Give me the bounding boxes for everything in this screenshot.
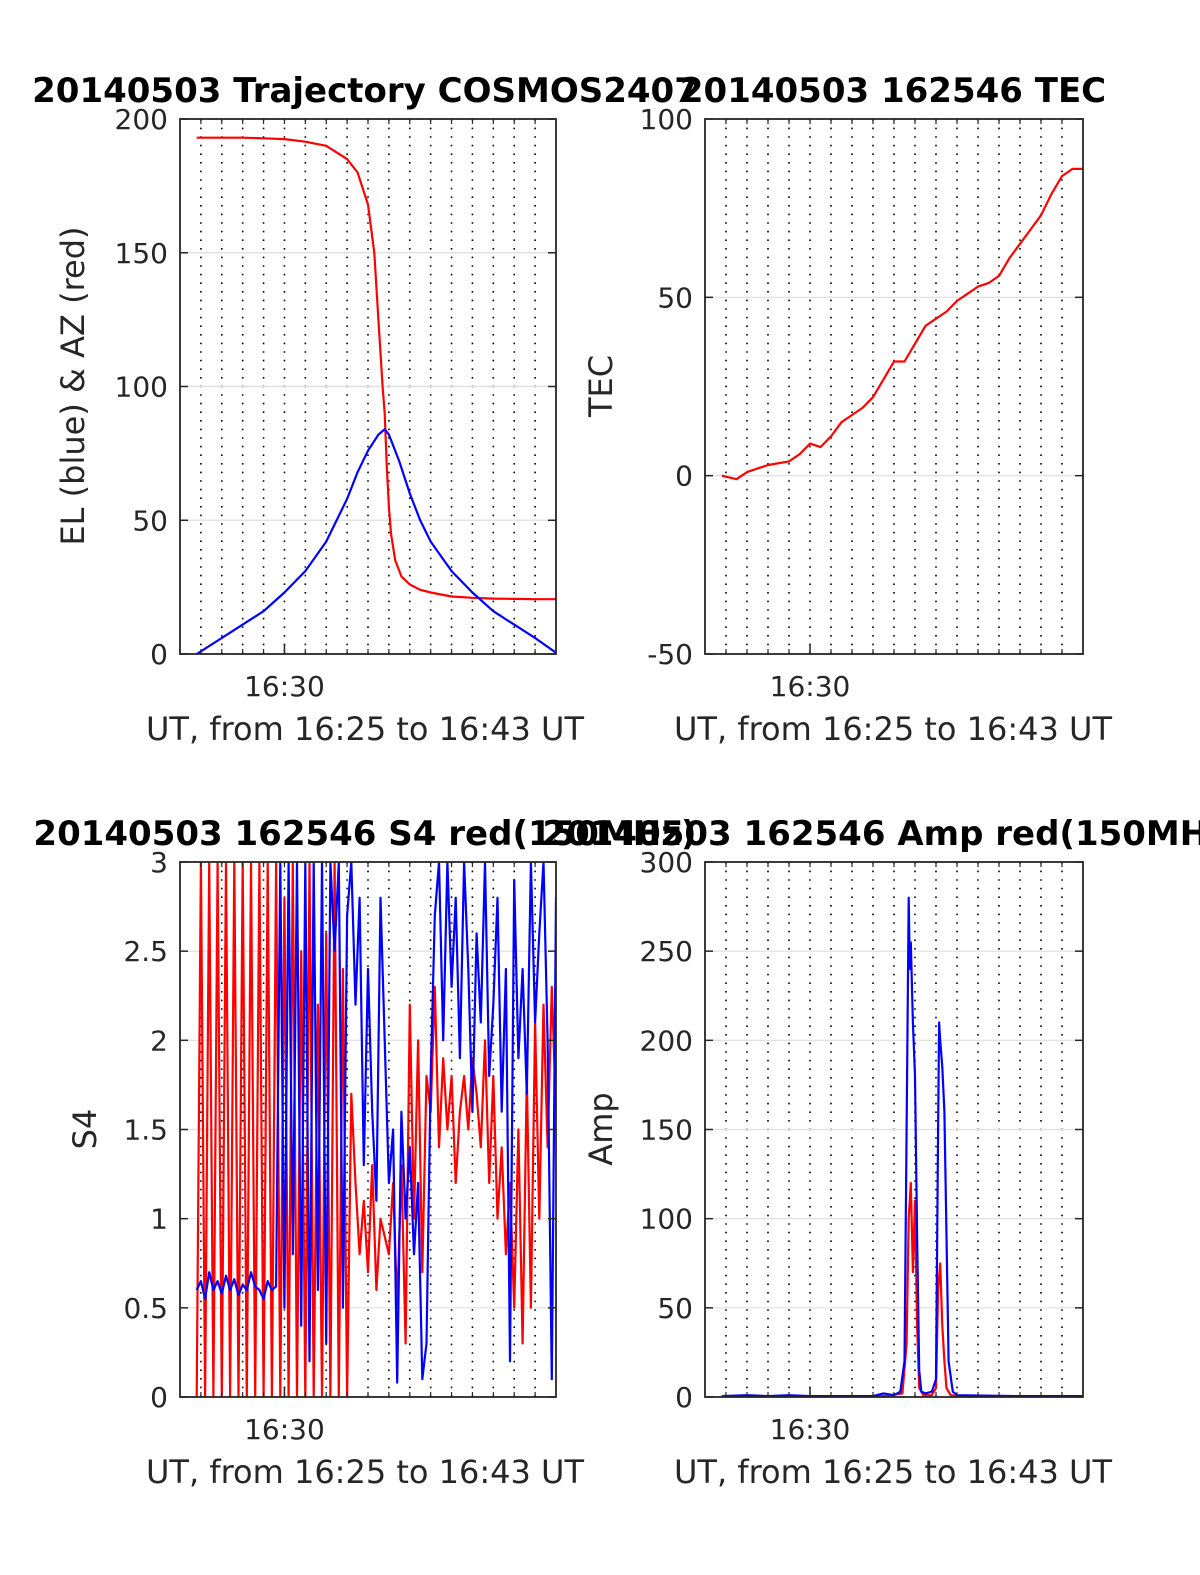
trajectory-y-tick-label: 200 xyxy=(115,103,168,136)
s4-series-blue xyxy=(195,862,556,1384)
s4-y-tick-label: 1.5 xyxy=(123,1114,168,1147)
trajectory-series-blue xyxy=(196,428,556,654)
amp-x-label: UT, from 16:25 to 16:43 UT xyxy=(674,1453,1112,1491)
tec-y-tick-label: 100 xyxy=(640,103,693,136)
amp-y-tick-label: 300 xyxy=(640,846,693,879)
tec-y-tick-label: -50 xyxy=(647,638,693,671)
tec-series-red xyxy=(721,167,1083,481)
s4-title: 20140503 162546 S4 red(150MHz) xyxy=(33,814,696,854)
trajectory-panel: 0 50 100 150 200 16:30 20140503 Trajectory CO… xyxy=(32,71,698,748)
s4-y-tick-label: 2 xyxy=(150,1024,168,1057)
s4-x-label: UT, from 16:25 to 16:43 UT xyxy=(146,1453,584,1491)
s4-y-tick-label: 2.5 xyxy=(123,935,168,968)
trajectory-series-red xyxy=(196,136,556,601)
amp-y-tick-label: 150 xyxy=(640,1114,693,1147)
s4-y-tick-label: 0 xyxy=(150,1381,168,1414)
tec-x-label: UT, from 16:25 to 16:43 UT xyxy=(674,710,1112,748)
amp-y-tick-label: 0 xyxy=(675,1381,693,1414)
trajectory-title: 20140503 Trajectory COSMOS2407 xyxy=(32,71,698,111)
s4-y-label: S4 xyxy=(66,1109,104,1150)
amp-y-tick-label: 100 xyxy=(640,1203,693,1236)
trajectory-y-tick-label: 150 xyxy=(115,237,168,270)
amp-panel: 0 50 100 150 200 250 300 16:30 20140503 162546 … xyxy=(542,814,1200,1491)
amp-title: 20140503 162546 Amp red(150MHz) xyxy=(542,814,1200,854)
trajectory-y-tick-label: 50 xyxy=(132,504,168,537)
trajectory-y-tick-label: 100 xyxy=(115,371,168,404)
tec-title: 20140503 162546 TEC xyxy=(680,71,1106,111)
tec-x-tick-label: 16:30 xyxy=(770,670,851,703)
tec-y-tick-label: 50 xyxy=(657,281,693,314)
tec-y-tick-label: 0 xyxy=(675,460,693,493)
amp-y-tick-label: 50 xyxy=(657,1292,693,1325)
s4-series-red xyxy=(195,862,556,1397)
trajectory-x-tick-label: 16:30 xyxy=(244,670,325,703)
s4-y-tick-label: 3 xyxy=(150,846,168,879)
trajectory-y-tick-label: 0 xyxy=(150,638,168,671)
trajectory-y-label: EL (blue) & AZ (red) xyxy=(54,226,92,545)
amp-y-tick-label: 200 xyxy=(640,1024,693,1057)
s4-y-tick-label: 0.5 xyxy=(123,1292,168,1325)
s4-panel: 0 0.5 1 1.5 2 2.5 3 16:30 20140503 162546 S4 re… xyxy=(33,814,696,1491)
amp-y-tick-label: 250 xyxy=(640,935,693,968)
amp-y-label: Amp xyxy=(582,1092,620,1165)
tec-panel: -50 0 50 100 16:30 20140503 162546 TEC UT, f… xyxy=(582,71,1112,748)
s4-x-tick-label: 16:30 xyxy=(244,1413,325,1446)
s4-y-tick-label: 1 xyxy=(150,1203,168,1236)
tec-y-label: TEC xyxy=(582,355,620,418)
amp-x-tick-label: 16:30 xyxy=(770,1413,851,1446)
trajectory-x-label: UT, from 16:25 to 16:43 UT xyxy=(146,710,584,748)
